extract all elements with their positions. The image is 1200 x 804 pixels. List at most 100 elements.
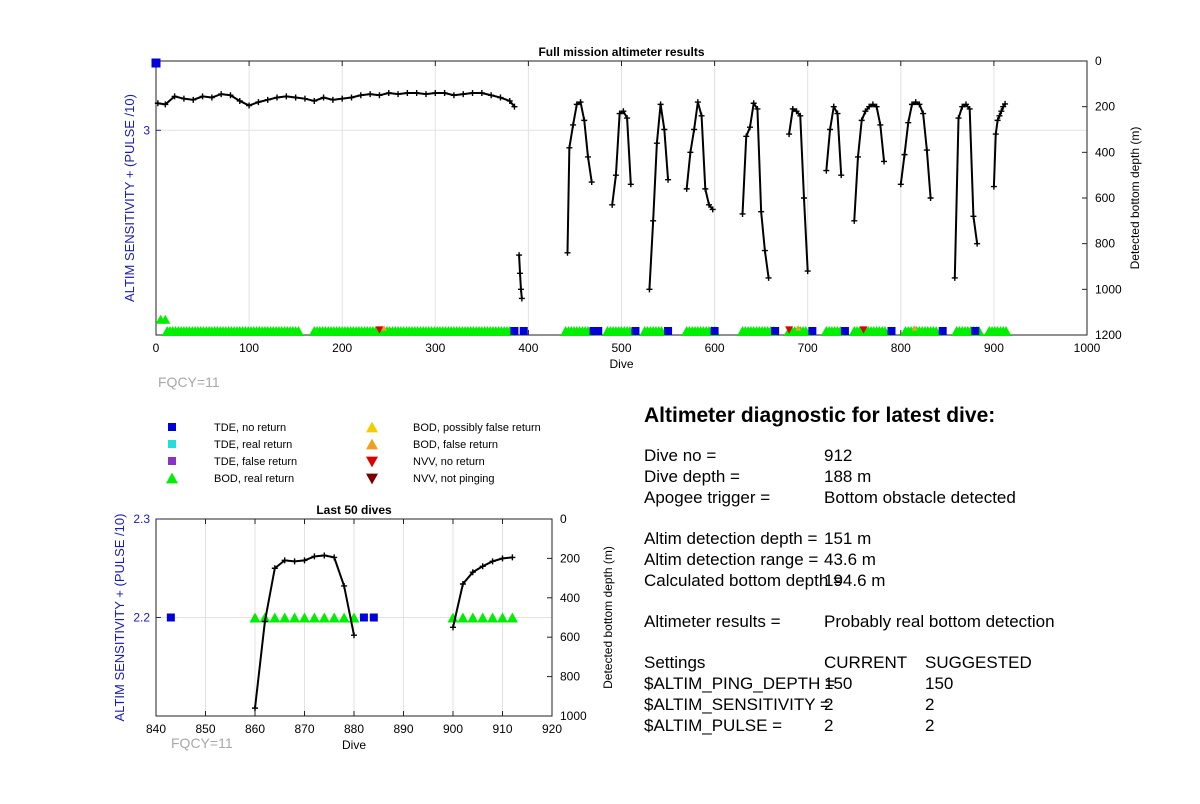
y-right-tick-label: 1200 xyxy=(1095,328,1122,342)
depth-point xyxy=(162,101,169,108)
depth-point xyxy=(908,101,915,108)
depth-point xyxy=(797,112,804,119)
apogee-trigger-value: Bottom obstacle detected xyxy=(824,488,1016,507)
depth-point xyxy=(351,632,357,639)
depth-point xyxy=(920,110,927,117)
depth-point xyxy=(261,618,268,625)
depth-point xyxy=(577,99,584,106)
y-left-tick-label: 3 xyxy=(143,123,150,137)
depth-point xyxy=(830,103,837,110)
dive-no-value: 912 xyxy=(824,446,853,465)
depth-point xyxy=(301,95,308,102)
depth-point xyxy=(851,217,858,224)
depth-point xyxy=(834,110,841,117)
depth-line xyxy=(611,109,632,205)
depth-point xyxy=(758,208,765,215)
legend-marker-square xyxy=(168,457,176,465)
depth-point xyxy=(750,100,757,107)
y-right-tick-label: 600 xyxy=(560,630,580,644)
depth-point xyxy=(331,554,338,561)
x-tick-label: 500 xyxy=(611,341,631,355)
depth-point xyxy=(955,115,962,122)
tde-no-return-marker xyxy=(589,327,598,335)
depth-point xyxy=(881,158,888,165)
bod-real-return-marker xyxy=(160,314,171,324)
depth-point xyxy=(517,286,524,293)
bod-real-return-marker xyxy=(506,612,518,623)
chart-title: Full mission altimeter results xyxy=(538,45,704,59)
y-left-axis-label: ALTIM SENSITIVITY + (PULSE /10) xyxy=(112,514,127,722)
depth-point xyxy=(506,97,513,104)
depth-line xyxy=(157,91,516,108)
depth-point xyxy=(706,201,713,208)
bod-real-return-marker xyxy=(487,612,499,623)
bod-real-return-marker xyxy=(477,612,489,623)
altimeter-results-value: Probably real bottom detection xyxy=(824,612,1055,631)
depth-point xyxy=(450,92,457,99)
depth-point xyxy=(341,582,348,589)
bod-false-return-marker xyxy=(795,325,802,331)
nvv-no-return-marker xyxy=(859,326,868,334)
sensitivity-suggested: 2 xyxy=(925,695,935,714)
legend: TDE, no return TDE, real return TDE, false… xyxy=(166,421,541,485)
depth-point xyxy=(271,565,278,572)
depth-point xyxy=(765,274,772,281)
depth-point xyxy=(746,124,753,131)
depth-point xyxy=(450,624,456,631)
tde-no-return-marker xyxy=(771,327,780,335)
altimeter-results-label: Altimeter results = xyxy=(644,612,781,631)
depth-point xyxy=(854,153,861,160)
depth-point xyxy=(255,99,262,106)
x-tick-label: 200 xyxy=(332,341,352,355)
bod-real-return-marker xyxy=(299,612,310,623)
y-right-tick-label: 200 xyxy=(1095,100,1115,114)
depth-point xyxy=(650,217,657,224)
depth-point xyxy=(460,91,467,98)
depth-point xyxy=(441,89,448,96)
depth-point xyxy=(320,94,327,101)
legend-marker-triangle-down xyxy=(366,473,378,485)
x-tick-label: 800 xyxy=(891,341,911,355)
depth-point xyxy=(901,151,908,158)
depth-point xyxy=(624,115,631,122)
x-axis-label: Dive xyxy=(609,357,633,371)
depth-point xyxy=(236,97,243,104)
fqcy-annotation: FQCY=11 xyxy=(158,374,220,390)
bod-real-return-marker xyxy=(328,612,340,623)
y-right-tick-label: 400 xyxy=(560,591,580,605)
depth-point xyxy=(385,89,392,96)
bod-false-return-marker xyxy=(381,325,388,331)
bod-real-return-marker xyxy=(338,612,350,623)
depth-point xyxy=(827,126,834,133)
bod-real-return-marker xyxy=(318,612,330,623)
depth-point xyxy=(459,581,466,588)
tde-no-return-marker xyxy=(166,613,175,622)
depth-point xyxy=(858,117,865,124)
depth-point xyxy=(469,89,476,96)
y-right-axis-label: Detected bottom depth (m) xyxy=(601,546,615,689)
tde-no-return-marker xyxy=(664,327,673,335)
depth-point xyxy=(246,102,253,109)
depth-point xyxy=(517,270,524,277)
legend-label: BOD, real return xyxy=(214,473,294,485)
dive-no-label: Dive no = xyxy=(644,446,717,465)
depth-point xyxy=(665,176,672,183)
nvv-no-return-marker xyxy=(785,326,794,334)
dive-depth-value: 188 m xyxy=(824,467,872,486)
legend-marker-triangle-up xyxy=(366,438,378,450)
x-tick-label: 870 xyxy=(294,722,314,736)
depth-line xyxy=(648,104,670,290)
depth-point xyxy=(897,181,904,188)
tde-no-return-marker xyxy=(808,327,817,335)
depth-point xyxy=(739,210,746,217)
ping-depth-suggested: 150 xyxy=(925,674,954,693)
depth-point xyxy=(478,89,485,96)
depth-point xyxy=(804,268,811,275)
bod-real-return-marker xyxy=(279,612,291,623)
depth-point xyxy=(509,554,516,561)
settings-label: Settings xyxy=(644,653,706,672)
depth-point xyxy=(511,103,518,110)
depth-point xyxy=(761,247,768,254)
bod-real-return-marker xyxy=(1000,326,1012,336)
x-tick-label: 900 xyxy=(984,341,1004,355)
